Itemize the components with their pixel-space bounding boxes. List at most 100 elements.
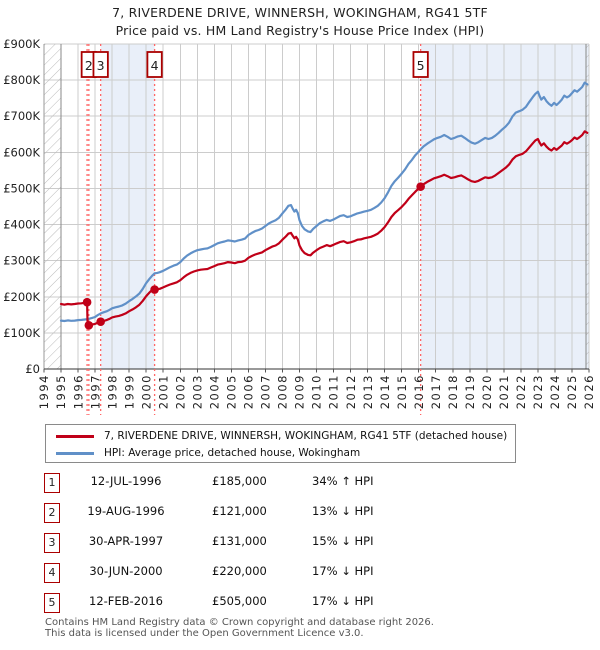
y-axis-tick-label: £400K: [3, 218, 40, 232]
legend-label: 7, RIVERDENE DRIVE, WINNERSH, WOKINGHAM,…: [104, 430, 508, 442]
x-axis-tick-label: 2015: [395, 374, 409, 409]
sale-number-badge: 5: [44, 593, 60, 613]
x-axis-tick-label: 2016: [412, 374, 426, 409]
table-row: 5 12-FEB-2016 £505,000 17% ↓ HPI: [0, 593, 600, 613]
license-footer: Contains HM Land Registry data © Crown c…: [45, 617, 585, 639]
x-axis-tick-label: 2005: [225, 374, 239, 409]
sale-date: 12-FEB-2016: [89, 594, 163, 608]
x-axis-tick-label: 1995: [54, 374, 68, 409]
sale-number-box-label: 4: [151, 58, 159, 73]
sale-number-box: [412, 51, 429, 78]
price-paid-line: [59, 130, 589, 327]
legend-item-price-paid: 7, RIVERDENE DRIVE, WINNERSH, WOKINGHAM,…: [46, 427, 507, 445]
y-axis-tick-label: £700K: [3, 109, 40, 123]
y-axis-tick-label: £800K: [3, 73, 40, 87]
x-axis-tick-label: 2026: [582, 374, 596, 409]
price-hpi-chart: 2 3 4 5 £0 £100K £200K £300K £400K £500K £600K £700…: [3, 37, 596, 415]
y-axis-tick-label: £500K: [3, 181, 40, 195]
sale-date: 19-AUG-1996: [87, 504, 165, 518]
sale-point-marker: [416, 182, 425, 191]
y-axis-tick-label: £200K: [3, 290, 40, 304]
sale-date: 12-JUL-1996: [90, 474, 162, 488]
sale-number-badge: 3: [44, 533, 60, 553]
x-axis-tick-label: 2007: [259, 374, 273, 409]
sale-price: £121,000: [212, 504, 267, 518]
x-axis-tick-label: 1997: [88, 374, 102, 409]
sale-number-box: [146, 51, 163, 78]
y-axis-tick-label: £300K: [3, 254, 40, 268]
x-axis-tick-label: 2008: [276, 374, 290, 409]
hpi-line: [59, 81, 589, 323]
sale-hpi-relative: 17% ↓ HPI: [312, 594, 374, 608]
ownership-band: [420, 44, 589, 369]
table-row: 1 12-JUL-1996 £185,000 34% ↑ HPI: [0, 473, 600, 493]
sale-hpi-relative: 17% ↓ HPI: [312, 564, 374, 578]
x-axis-tick-label: 2012: [344, 374, 358, 409]
x-axis-tick-label: 2003: [190, 374, 204, 409]
sale-date: 30-JUN-2000: [89, 564, 163, 578]
sale-number-badge: 2: [44, 503, 60, 523]
page-title: 7, RIVERDENE DRIVE, WINNERSH, WOKINGHAM,…: [112, 5, 488, 20]
x-axis-tick-label: 2022: [514, 374, 528, 409]
sale-price: £505,000: [212, 594, 267, 608]
x-axis-tick-label: 2011: [327, 374, 341, 409]
x-axis-tick-label: 2000: [139, 374, 153, 409]
x-axis-tick-label: 1994: [37, 374, 51, 409]
sale-price: £220,000: [212, 564, 267, 578]
sale-hpi-relative: 13% ↓ HPI: [312, 504, 374, 518]
sale-number-box-label: 2: [85, 58, 93, 73]
y-axis-tick-label: £0: [25, 362, 40, 376]
no-data-hatch: [585, 44, 589, 369]
x-axis-tick-label: 2020: [480, 374, 494, 409]
x-axis-tick-label: 2009: [293, 374, 307, 409]
x-axis-tick-label: 1999: [122, 374, 136, 409]
x-axis-tick-label: 2018: [446, 374, 460, 409]
x-axis-tick-label: 1996: [71, 374, 85, 409]
ownership-band: [100, 44, 155, 369]
sale-number-badge: 1: [44, 473, 60, 493]
y-axis-tick-label: £100K: [3, 326, 40, 340]
price-paid-line-swatch: [56, 434, 94, 438]
x-axis-tick-label: 2025: [565, 374, 579, 409]
x-axis-tick-label: 2021: [497, 374, 511, 409]
sale-date: 30-APR-1997: [88, 534, 164, 548]
footer-line: This data is licensed under the Open Gov…: [45, 628, 364, 639]
legend-item-hpi: HPI: Average price, detached house, Woki…: [46, 444, 360, 462]
sale-price: £131,000: [212, 534, 267, 548]
x-axis-tick-label: 2004: [208, 374, 222, 409]
table-row: 3 30-APR-1997 £131,000 15% ↓ HPI: [0, 533, 600, 553]
x-axis-tick-label: 1998: [105, 374, 119, 409]
x-axis-tick-label: 2002: [173, 374, 187, 409]
table-row: 2 19-AUG-1996 £121,000 13% ↓ HPI: [0, 503, 600, 523]
sale-point-marker: [84, 321, 94, 330]
legend-label: HPI: Average price, detached house, Woki…: [104, 447, 361, 459]
sale-point-marker: [150, 285, 159, 294]
y-axis-tick-label: £600K: [3, 145, 40, 159]
hpi-line-swatch: [56, 451, 94, 455]
x-axis-tick-label: 2014: [378, 374, 392, 409]
chart-legend: 7, RIVERDENE DRIVE, WINNERSH, WOKINGHAM,…: [45, 424, 516, 463]
x-axis-tick-label: 2024: [548, 374, 562, 409]
footer-line: Contains HM Land Registry data © Crown c…: [45, 617, 434, 628]
sale-point-marker: [82, 297, 92, 307]
page-subtitle: Price paid vs. HM Land Registry's House …: [115, 23, 485, 38]
x-axis-tick-label: 2019: [463, 374, 477, 409]
no-data-hatch: [44, 44, 62, 369]
x-axis-tick-label: 2001: [156, 374, 170, 409]
table-row: 4 30-JUN-2000 £220,000 17% ↓ HPI: [0, 563, 600, 583]
sale-hpi-relative: 15% ↓ HPI: [312, 534, 374, 548]
sale-number-box-label: 5: [417, 58, 425, 73]
x-axis-tick-label: 2010: [310, 374, 324, 409]
sale-number-badge: 4: [44, 563, 60, 583]
x-axis-tick-label: 2006: [242, 374, 256, 409]
y-axis-tick-label: £900K: [3, 37, 40, 51]
sale-hpi-relative: 34% ↑ HPI: [312, 474, 374, 488]
x-axis-tick-label: 2023: [531, 374, 545, 409]
x-axis-tick-label: 2017: [429, 374, 443, 409]
sale-point-marker: [96, 317, 105, 326]
sale-price: £185,000: [212, 474, 267, 488]
x-axis-tick-label: 2013: [361, 374, 375, 409]
sale-number-box: [92, 51, 109, 78]
sale-number-box-label: 3: [97, 58, 105, 73]
